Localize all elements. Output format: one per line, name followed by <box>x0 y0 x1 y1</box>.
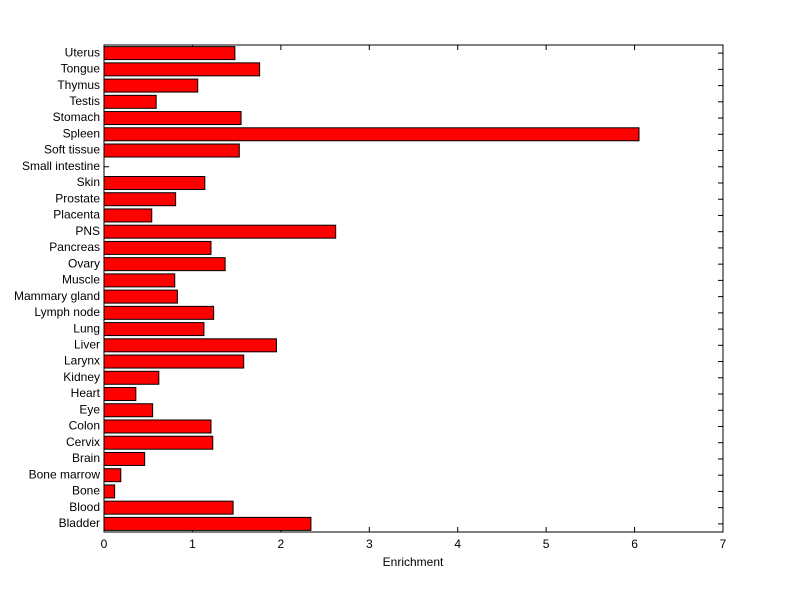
y-tick-label: Muscle <box>62 273 100 287</box>
bar <box>103 370 160 385</box>
plot-frame <box>103 44 724 533</box>
y-tick-label: Thymus <box>57 78 100 92</box>
y-tick-label: PNS <box>75 224 100 238</box>
y-tick-label: Larynx <box>64 354 100 368</box>
bar <box>103 322 205 337</box>
bar <box>103 208 153 223</box>
x-tick-label: 1 <box>189 537 196 551</box>
bar <box>103 192 177 207</box>
bar <box>103 419 212 434</box>
bar <box>103 175 206 190</box>
bar <box>103 224 337 239</box>
x-tick-label: 4 <box>454 537 461 551</box>
bar <box>103 484 116 499</box>
y-tick-label: Ovary <box>68 256 100 270</box>
bar <box>103 240 212 255</box>
bar <box>103 403 154 418</box>
y-tick-label: Lymph node <box>34 305 100 319</box>
bar <box>103 289 178 304</box>
x-tick-label: 6 <box>631 537 638 551</box>
y-tick-label: Kidney <box>63 370 100 384</box>
y-tick-label: Mammary gland <box>14 289 100 303</box>
y-tick-label: Small intestine <box>22 159 100 173</box>
bar <box>103 143 240 158</box>
bar <box>103 338 277 353</box>
y-tick-label: Placenta <box>53 208 100 222</box>
bar <box>103 94 157 109</box>
x-tick-label: 5 <box>543 537 550 551</box>
bar <box>103 305 215 320</box>
y-tick-label: Lung <box>73 321 100 335</box>
y-tick-label: Spleen <box>63 126 100 140</box>
y-tick-label: Bone <box>72 484 100 498</box>
y-tick-label: Brain <box>72 451 100 465</box>
x-tick-label: 7 <box>720 537 727 551</box>
y-tick-label: Bladder <box>59 516 100 530</box>
y-tick-label: Cervix <box>66 435 100 449</box>
y-tick-label: Colon <box>69 419 100 433</box>
y-tick-label: Eye <box>79 402 100 416</box>
y-tick-label: Soft tissue <box>44 143 100 157</box>
bar <box>103 257 226 272</box>
bar <box>103 435 214 450</box>
bar <box>103 500 234 515</box>
y-tick-label: Bone marrow <box>29 467 101 481</box>
y-tick-label: Blood <box>69 500 100 514</box>
y-tick-label: Pancreas <box>49 240 100 254</box>
bar <box>103 62 261 77</box>
bar <box>103 78 199 93</box>
bar <box>103 127 640 142</box>
x-axis-label: Enrichment <box>383 555 444 569</box>
bar <box>103 46 236 61</box>
y-tick-label: Liver <box>74 337 100 351</box>
bar <box>103 273 176 288</box>
bar <box>103 468 122 483</box>
y-tick-label: Tongue <box>61 62 101 76</box>
y-tick-label: Prostate <box>55 191 100 205</box>
y-tick-label: Stomach <box>53 110 100 124</box>
bar <box>103 387 137 402</box>
y-tick-label: Testis <box>69 94 100 108</box>
x-tick-label: 3 <box>366 537 373 551</box>
bar <box>103 354 245 369</box>
bar <box>103 111 242 126</box>
bar <box>103 516 312 531</box>
bar <box>103 451 146 466</box>
y-tick-label: Uterus <box>65 45 100 59</box>
x-tick-label: 0 <box>101 537 108 551</box>
y-tick-label: Skin <box>77 175 100 189</box>
y-tick-label: Heart <box>71 386 101 400</box>
x-tick-label: 2 <box>278 537 285 551</box>
